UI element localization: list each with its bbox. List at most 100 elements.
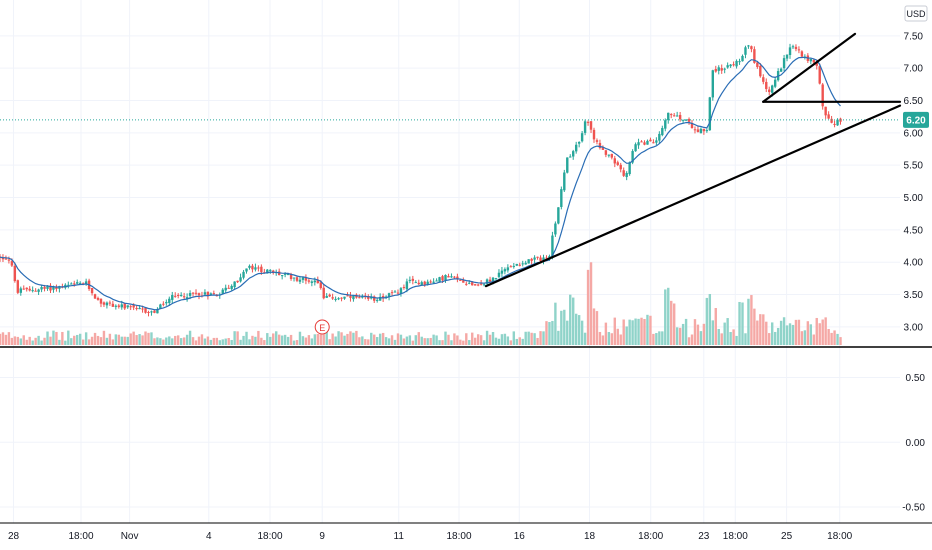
candle-body [738,61,741,63]
volume-bar [399,334,403,345]
volume-bar [132,331,135,345]
volume-bar [652,333,655,345]
candle-body [266,269,269,274]
volume-bar [785,325,789,345]
volume-bar [411,340,415,345]
volume-bar [292,340,296,345]
candle-body [117,305,120,307]
volume-bar [646,314,649,345]
volume-bar [352,332,355,345]
volume-bar [830,332,833,345]
candle-body [168,298,171,303]
time-tick-label: Nov [121,531,139,542]
candle-body [711,70,714,98]
volume-bar [28,336,31,345]
candle-body [447,276,450,278]
candle-body [527,259,530,264]
volume-bar [197,336,201,345]
volume-bar [304,337,308,345]
candle-body [4,258,8,260]
volume-bar [13,336,17,345]
volume-bar [456,335,459,345]
volume-bar [1,332,5,345]
volume-bar [468,340,471,345]
volume-bar [574,313,578,345]
candle-body [545,257,548,259]
candle-body [794,46,798,50]
trendline-drawings[interactable] [484,32,902,288]
candle-body [471,282,474,286]
candle-body [156,309,159,314]
trendline-upper-channel[interactable] [762,32,857,103]
trendline-rising-support[interactable] [484,104,902,288]
volume-bar [474,337,477,345]
candle-body [560,189,563,207]
volume-bar [46,331,49,345]
candle-body [298,279,302,282]
last-price-badge: 6.20 [903,111,929,128]
earnings-marker[interactable]: E [314,319,330,335]
candle-body [759,65,762,77]
price-axis[interactable]: 7.50 7.00 6.50 6.00 5.50 5.00 4.50 4.00 3.50 3.00 [904,31,924,333]
volume-bar [521,338,524,345]
volume-bar [61,331,64,345]
volume-bar [375,337,379,345]
candle-body [334,298,337,300]
volume-bar [696,324,700,345]
volume-bar [488,334,492,345]
candle-body [212,293,216,295]
oscillator-tick-label: -0.50 [902,503,925,514]
candle-body [84,281,88,284]
price-tick-label: 4.50 [904,225,924,236]
time-axis[interactable]: 28 18:00 Nov 4 18:00 9 11 18:00 16 18 18:00 23 18:00… [8,531,853,542]
volume-bar [815,317,818,345]
candle-body [815,61,818,66]
candle-body [73,283,76,285]
volume-bar [583,332,587,345]
volume-bar [723,322,726,345]
candle-body [242,271,245,278]
last-price-label: 6.20 [906,115,926,126]
volume-bar [782,317,786,345]
volume-bar [711,320,714,345]
vwap-line [0,56,841,311]
candle-body [809,58,813,62]
volume-bar [539,331,542,345]
price-tick-label: 5.50 [904,161,924,172]
candle-body [586,121,590,123]
candle-body [19,288,22,293]
volume-bar [732,329,735,345]
candle-body [165,301,168,304]
candle-body [257,267,260,269]
volume-bar [491,332,495,345]
time-tick-label: 25 [781,531,793,542]
candle-body [150,311,153,313]
candle-body [159,304,162,309]
candle-body [554,223,557,235]
volume-bar [776,327,780,345]
candle-body [592,129,596,140]
currency-badge[interactable]: USD [904,5,928,22]
candle-body [675,115,679,117]
price-tick-label: 4.00 [904,258,924,269]
volume-bar [580,320,584,345]
candle-body [613,158,616,164]
volume-bar [70,338,73,345]
earnings-icon[interactable] [314,319,330,335]
volume-bar [4,334,8,345]
volume-bar [649,315,652,345]
oscillator-axis[interactable]: 0.50 0.00 -0.50 [902,373,925,514]
candle-body [331,297,334,299]
volume-bar [179,338,183,345]
candle-body [37,289,40,292]
candle-body [367,296,370,299]
volume-bar [791,324,795,345]
volume-bar [289,334,293,345]
candle-body [637,142,640,146]
volume-bar [233,331,236,345]
candle-body [580,133,584,142]
candle-body [236,280,239,283]
volume-bar [762,314,765,345]
candle-body [631,151,634,163]
